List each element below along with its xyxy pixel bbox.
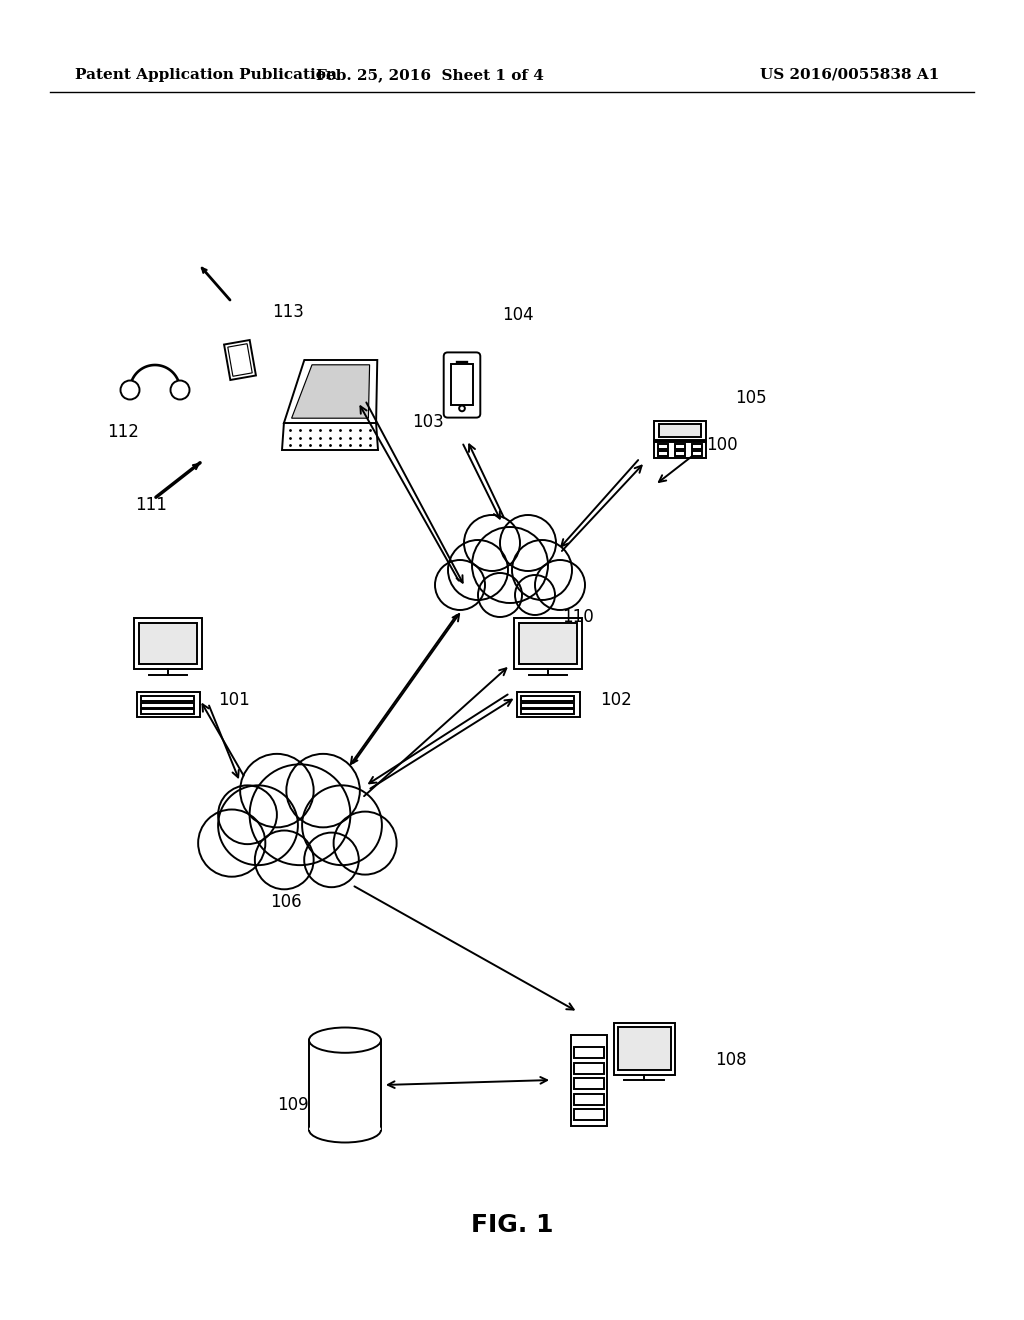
Text: 109: 109: [278, 1096, 308, 1114]
Ellipse shape: [309, 1027, 381, 1053]
Bar: [521, 709, 574, 714]
Circle shape: [535, 560, 585, 610]
Text: 101: 101: [218, 690, 250, 709]
Text: 102: 102: [600, 690, 632, 709]
Bar: [691, 445, 702, 449]
Bar: [514, 618, 582, 669]
Text: US 2016/0055838 A1: US 2016/0055838 A1: [760, 69, 939, 82]
Text: 112: 112: [106, 422, 139, 441]
Bar: [658, 424, 701, 437]
Bar: [521, 702, 574, 708]
Circle shape: [478, 573, 522, 616]
Text: 100: 100: [706, 436, 737, 454]
Bar: [657, 451, 669, 455]
Circle shape: [449, 540, 508, 601]
Circle shape: [218, 785, 276, 845]
Polygon shape: [224, 341, 256, 380]
Text: Feb. 25, 2016  Sheet 1 of 4: Feb. 25, 2016 Sheet 1 of 4: [316, 69, 544, 82]
Bar: [657, 445, 669, 449]
Bar: [134, 618, 202, 669]
Bar: [516, 692, 580, 717]
Bar: [675, 451, 685, 455]
Bar: [574, 1109, 604, 1121]
Bar: [574, 1094, 604, 1105]
Circle shape: [472, 527, 548, 603]
Bar: [141, 709, 195, 714]
Circle shape: [515, 576, 555, 615]
Circle shape: [464, 515, 520, 572]
Circle shape: [218, 785, 298, 865]
Circle shape: [334, 812, 396, 875]
Text: 113: 113: [272, 304, 304, 321]
Circle shape: [250, 764, 350, 865]
Bar: [452, 364, 473, 404]
Circle shape: [255, 830, 313, 890]
Bar: [139, 623, 197, 664]
Circle shape: [302, 785, 382, 865]
Text: FIG. 1: FIG. 1: [471, 1213, 553, 1237]
Bar: [574, 1078, 604, 1089]
Bar: [521, 696, 574, 701]
Bar: [309, 1040, 381, 1130]
Circle shape: [304, 833, 358, 887]
Text: Patent Application Publication: Patent Application Publication: [75, 69, 337, 82]
Text: 104: 104: [502, 306, 534, 323]
FancyBboxPatch shape: [443, 352, 480, 417]
Circle shape: [500, 515, 556, 572]
Bar: [653, 421, 707, 440]
Ellipse shape: [309, 1117, 381, 1143]
Bar: [675, 445, 685, 449]
Text: 103: 103: [412, 413, 443, 432]
Text: 111: 111: [135, 496, 167, 513]
Bar: [141, 702, 195, 708]
Bar: [571, 1035, 607, 1126]
Bar: [519, 623, 577, 664]
Text: 108: 108: [715, 1051, 746, 1069]
Circle shape: [199, 809, 265, 876]
Bar: [574, 1047, 604, 1059]
Bar: [141, 696, 195, 701]
Bar: [691, 451, 702, 455]
Bar: [136, 692, 200, 717]
Bar: [618, 1027, 671, 1071]
Polygon shape: [284, 360, 377, 422]
Bar: [613, 1023, 675, 1074]
Circle shape: [287, 754, 359, 828]
Polygon shape: [282, 422, 378, 450]
Circle shape: [121, 380, 139, 400]
Polygon shape: [292, 364, 370, 418]
Circle shape: [241, 754, 313, 828]
Text: 106: 106: [270, 894, 302, 911]
Text: 110: 110: [562, 609, 594, 626]
Bar: [653, 442, 707, 458]
Circle shape: [171, 380, 189, 400]
Circle shape: [435, 560, 485, 610]
Text: 105: 105: [735, 389, 767, 407]
Circle shape: [512, 540, 572, 601]
Polygon shape: [227, 343, 252, 376]
Bar: [574, 1063, 604, 1073]
